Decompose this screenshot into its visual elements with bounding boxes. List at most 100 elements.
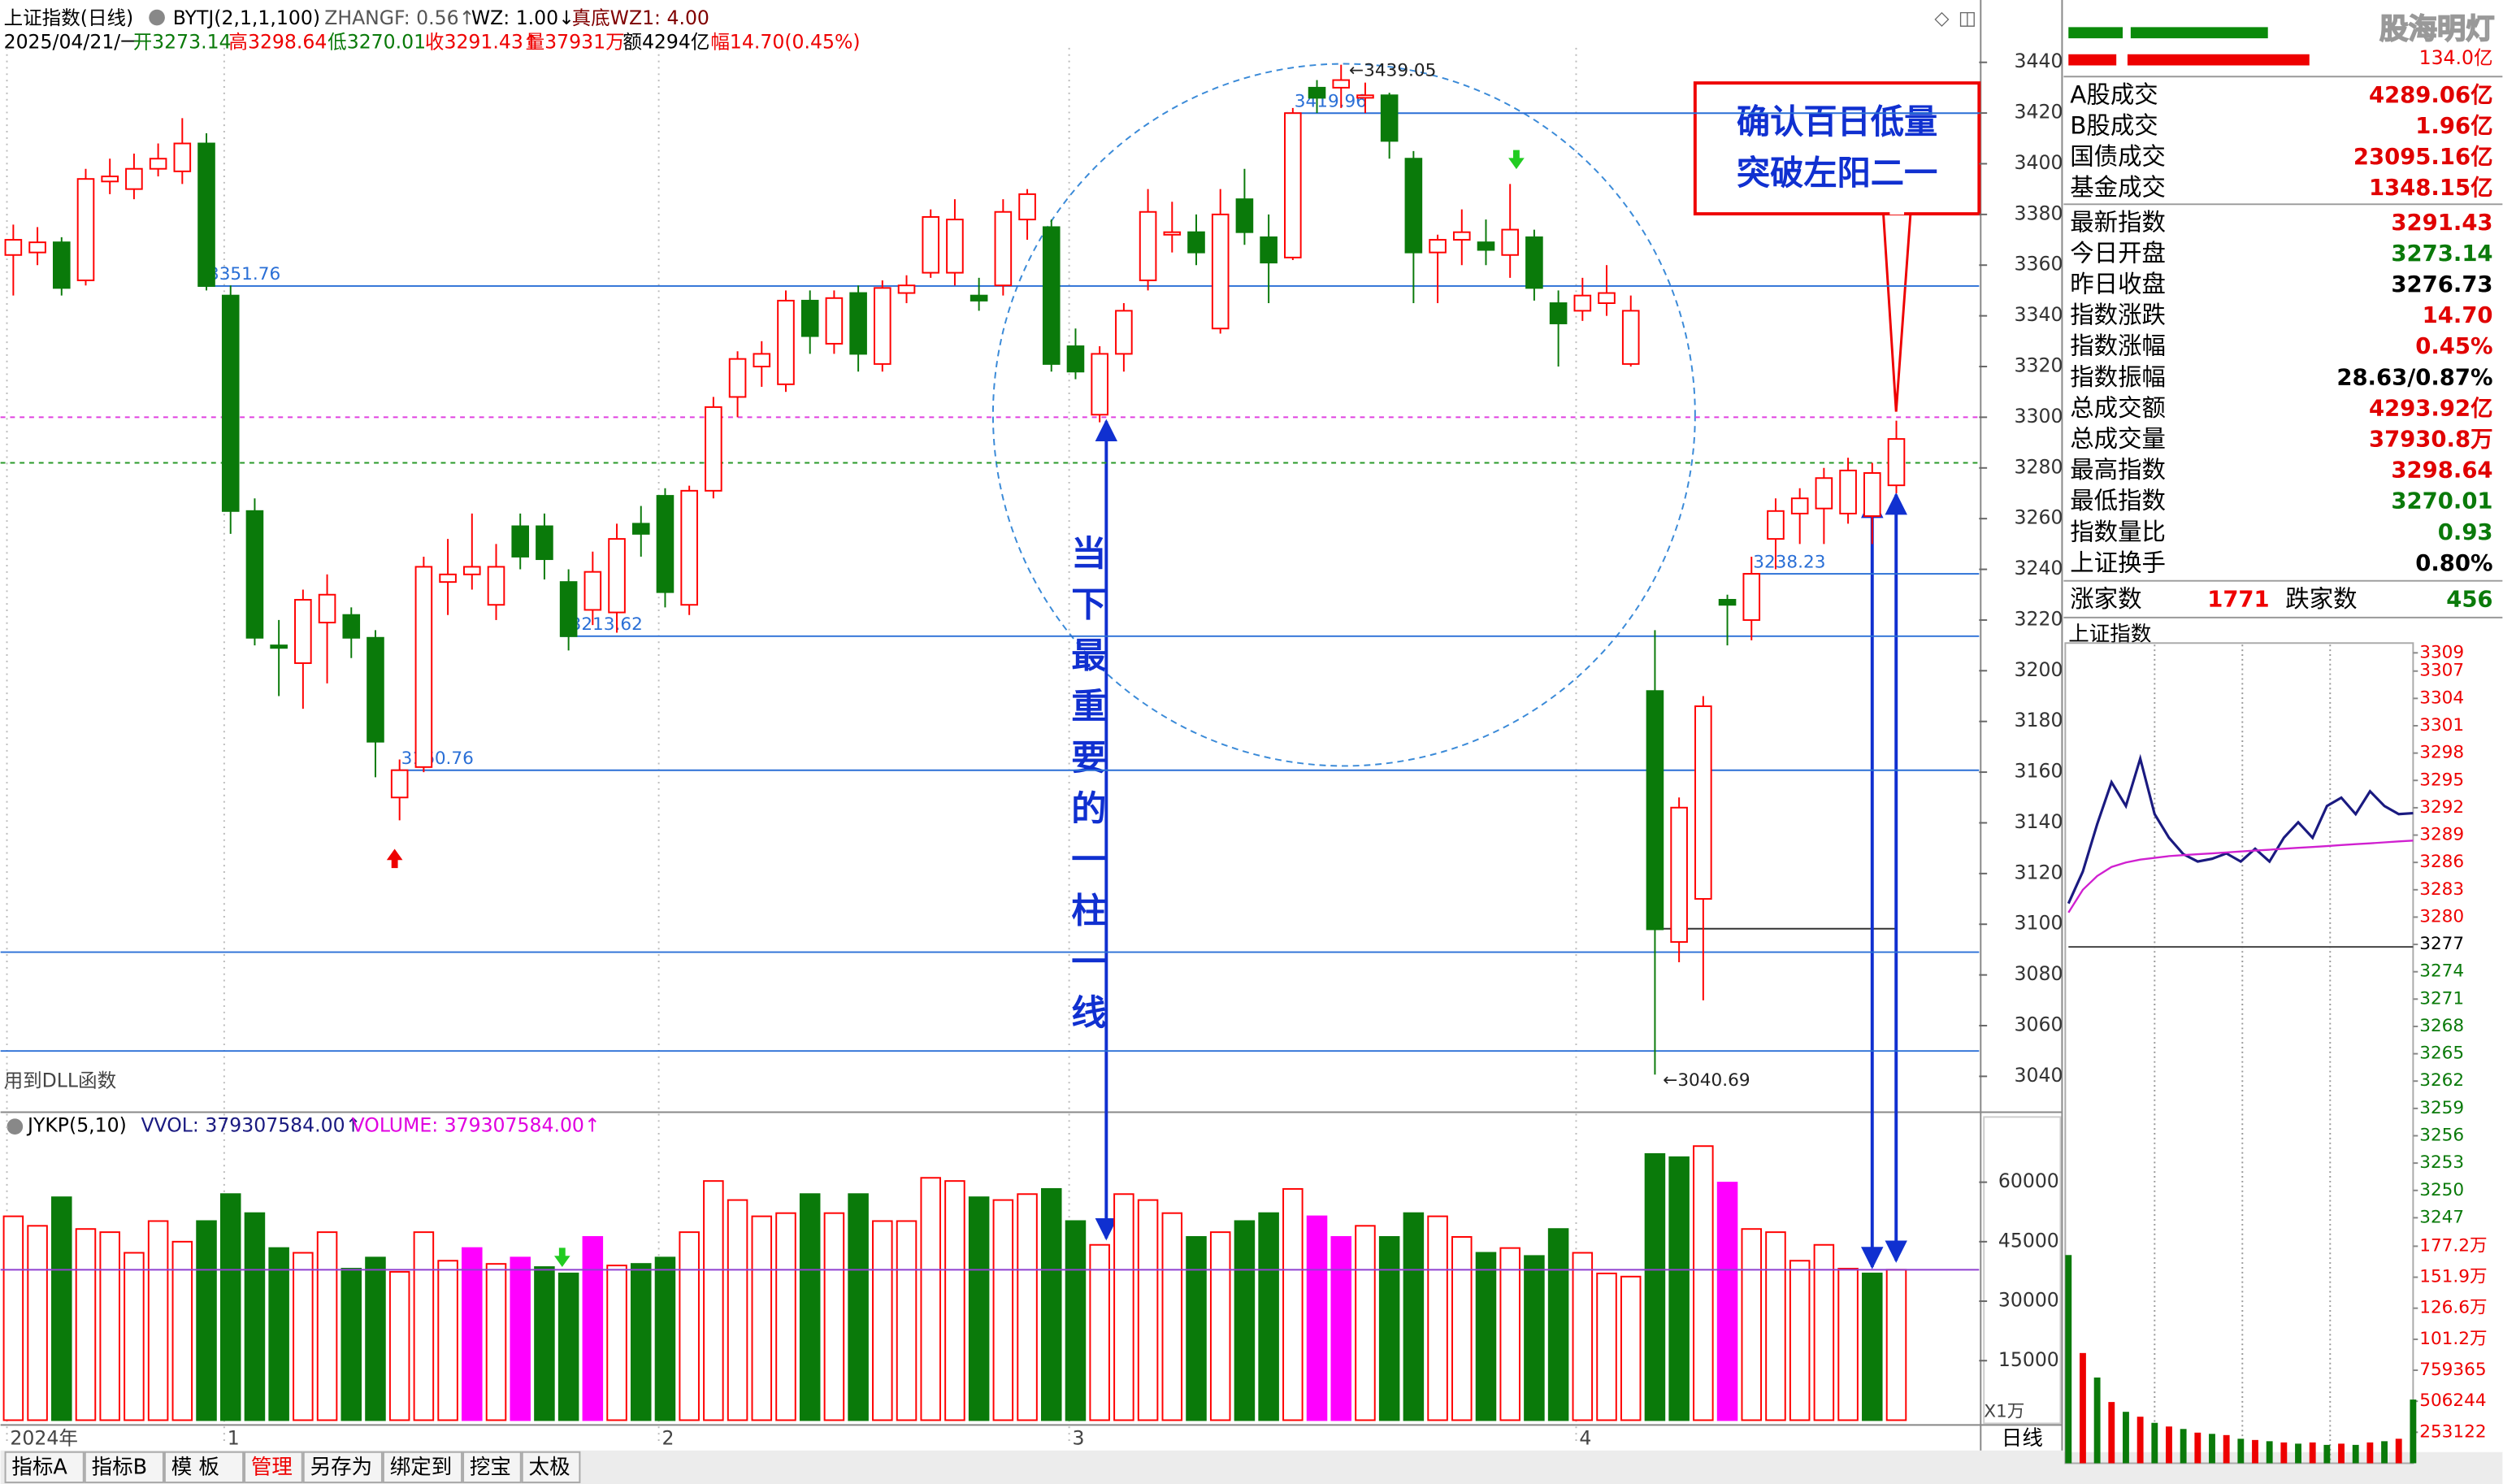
candle-body	[1646, 690, 1664, 931]
mini-y-tick-label: 3280	[2419, 906, 2464, 926]
volume-indicator-icon[interactable]	[7, 1118, 24, 1135]
volume-legend: VOLUME: 379307584.00↑	[352, 1114, 601, 1137]
volume-bar	[27, 1225, 48, 1421]
mini-y-tick-label: 3262	[2419, 1070, 2464, 1091]
mini-y-tick-label: 3256	[2419, 1125, 2464, 1145]
mini-y-tick-label: 3268	[2419, 1016, 2464, 1036]
volume-bar	[219, 1193, 241, 1421]
y-tick-label: 3340	[2015, 303, 2063, 326]
info-label: 指数涨跌	[2070, 302, 2166, 329]
window-icon[interactable]: ◫	[1959, 7, 1976, 29]
callout-text: 确认百日低量	[1737, 102, 1937, 141]
volume-bar	[1837, 1268, 1859, 1421]
candle-body	[1694, 705, 1712, 900]
volume-bar	[75, 1228, 97, 1421]
candle-body	[1139, 210, 1157, 281]
mini-y-tick-label: 3265	[2419, 1044, 2464, 1064]
volume-bar	[99, 1231, 120, 1421]
mini-volume-bar	[2065, 1255, 2072, 1464]
mini-volume-bar	[2295, 1443, 2301, 1464]
y-tick-label: 45000	[1998, 1229, 2059, 1252]
candle-body	[608, 538, 626, 614]
tab[interactable]	[521, 1451, 581, 1484]
mini-volume-bar	[2136, 1417, 2144, 1464]
volume-bar	[679, 1231, 700, 1421]
info-label: 指数振幅	[2070, 363, 2166, 391]
volume-bar	[606, 1265, 627, 1421]
volume-bar	[1378, 1235, 1400, 1421]
mini-volume-bar	[2166, 1426, 2172, 1464]
breadth-bar	[2130, 27, 2268, 39]
info-value: 0.45%	[2415, 333, 2492, 359]
mini-volume-bar	[2080, 1352, 2086, 1464]
mini-y-tick-label: 3286	[2419, 852, 2464, 872]
volume-bar	[1089, 1243, 1110, 1421]
y-tick-label: 30000	[1998, 1289, 2059, 1312]
mini-volume-bar	[2252, 1439, 2258, 1464]
info-label: 昨日收盘	[2070, 271, 2166, 298]
candle-body	[946, 219, 964, 274]
breadth-value: 456	[2446, 586, 2492, 612]
volume-bar	[1765, 1231, 1786, 1421]
candle-body	[1332, 79, 1351, 89]
volume-bar	[703, 1180, 724, 1421]
candle-body	[970, 294, 988, 302]
mini-y-tick-label: 3289	[2419, 825, 2464, 845]
y-tick-label: 3380	[2015, 202, 2063, 224]
mini-volume-bar	[2123, 1412, 2129, 1464]
layout-icon[interactable]: ◇	[1934, 7, 1950, 29]
candle-body	[294, 598, 312, 664]
tab[interactable]	[244, 1451, 303, 1484]
volume-bar	[510, 1256, 531, 1421]
candle-body	[1066, 345, 1085, 373]
volume-bar	[1524, 1255, 1545, 1421]
y-tick-label: 3040	[2015, 1064, 2063, 1087]
x-tick-label: 2024年	[10, 1427, 77, 1450]
candle-body	[101, 176, 119, 183]
candle-body	[245, 510, 264, 639]
volume-bar	[1065, 1220, 1087, 1421]
volume-bar	[341, 1268, 362, 1421]
volume-bar	[171, 1240, 193, 1421]
volume-title: JYKP(5,10)	[26, 1114, 127, 1137]
info-value: 4289.06亿	[2369, 82, 2493, 108]
mini-volume-tick-label: 126.6万	[2419, 1298, 2487, 1318]
volume-bar	[365, 1256, 386, 1421]
volume-bar	[630, 1263, 652, 1421]
volume-bar	[1161, 1212, 1183, 1421]
volume-bar	[1209, 1231, 1231, 1421]
status-note: 用到DLL函数	[4, 1070, 117, 1092]
volume-bar	[1355, 1225, 1376, 1421]
tab[interactable]	[4, 1451, 85, 1484]
candle-body	[536, 525, 553, 561]
volume-bar	[51, 1196, 72, 1421]
candle-body	[1790, 497, 1809, 514]
candle-body	[1815, 477, 1833, 510]
tab[interactable]	[84, 1451, 164, 1484]
volume-bar	[1113, 1193, 1134, 1421]
mini-volume-bar	[2323, 1444, 2331, 1464]
volume-bar	[268, 1247, 289, 1421]
breadth-value: 1771	[2207, 586, 2269, 612]
candle-body	[1380, 94, 1399, 142]
tab[interactable]	[462, 1451, 522, 1484]
mini-volume-bar	[2395, 1438, 2402, 1464]
quote-item: 高3298.64	[228, 31, 327, 54]
mini-line	[2067, 753, 2414, 905]
y-tick-label: 3320	[2015, 354, 2063, 377]
vertical-note: 当下最重要的一柱一线	[1065, 535, 1107, 1045]
volume-bar	[2, 1215, 24, 1421]
y-tick-label: 3240	[2015, 557, 2063, 579]
candle-body	[52, 241, 71, 289]
breadth-bar	[2068, 54, 2117, 66]
tab[interactable]	[302, 1451, 383, 1484]
tab[interactable]	[163, 1451, 245, 1484]
y-tick-label: 3420	[2015, 101, 2063, 124]
mini-y-tick-label: 3250	[2419, 1180, 2464, 1200]
level-label: 3419.96	[1295, 91, 1367, 111]
candle-body	[463, 566, 481, 575]
indicator-icon[interactable]	[149, 9, 165, 26]
tab[interactable]	[382, 1451, 463, 1484]
volume-bar	[1789, 1260, 1811, 1421]
